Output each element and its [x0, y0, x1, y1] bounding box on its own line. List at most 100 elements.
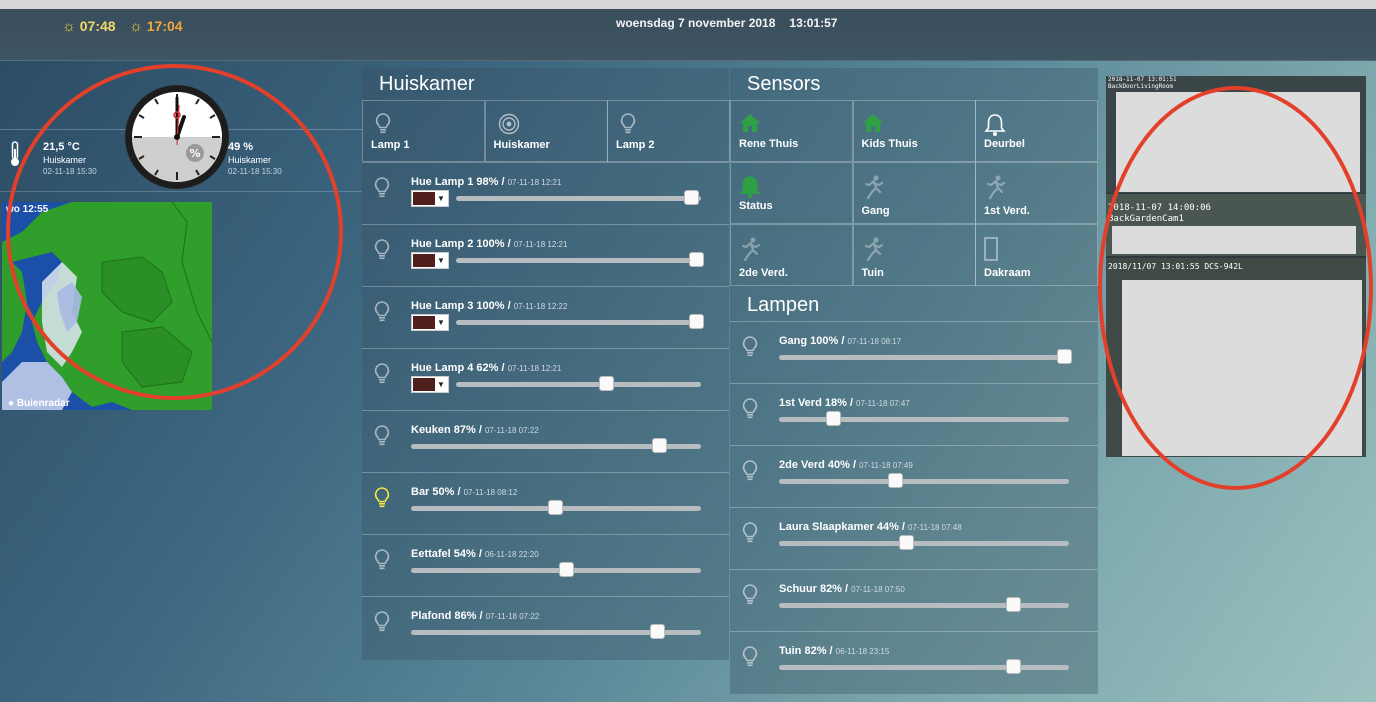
dimmer-timestamp: 07-11-18 07:49 — [859, 461, 913, 470]
dimmer-timestamp: 07-11-18 07:48 — [908, 523, 962, 532]
dimmer-row: Hue Lamp 2 100% / 07-11-18 12:21 ▼ — [362, 224, 729, 286]
dimmer-slider[interactable] — [411, 562, 701, 577]
sensor-tile[interactable]: Dakraam — [975, 224, 1098, 286]
dimmer-name: Hue Lamp 1 98% / 07-11-18 12:21 — [411, 176, 562, 188]
dimmer-slider[interactable] — [779, 473, 1069, 488]
dimmer-label: Hue Lamp 2 100% — [411, 238, 505, 250]
bulb-icon[interactable] — [374, 611, 390, 638]
slider-handle[interactable] — [899, 535, 914, 550]
slider-handle[interactable] — [826, 411, 841, 426]
dimmer-slider[interactable] — [456, 376, 701, 391]
dimmer-timestamp: 07-11-18 12:21 — [513, 240, 568, 249]
bulb-icon[interactable] — [742, 522, 758, 549]
color-picker[interactable]: ▼ — [411, 190, 449, 207]
slider-handle[interactable] — [1006, 597, 1021, 612]
dimmer-label: Hue Lamp 4 62% — [411, 362, 499, 374]
switch-tile[interactable]: Lamp 1 — [362, 100, 485, 162]
dimmer-row: 2de Verd 40% / 07-11-18 07:49 — [730, 445, 1098, 507]
sensor-label: 1st Verd. — [984, 205, 1030, 217]
bulb-icon[interactable] — [374, 177, 390, 204]
chevron-down-icon: ▼ — [437, 194, 445, 203]
bulb-icon[interactable] — [742, 460, 758, 487]
dimmer-name: Gang 100% / 07-11-18 08:17 — [779, 335, 902, 347]
bulb-icon[interactable] — [742, 336, 758, 363]
color-picker[interactable]: ▼ — [411, 252, 449, 269]
dimmer-row: Keuken 87% / 07-11-18 07:22 — [362, 410, 729, 472]
dimmer-label: Tuin 82% — [779, 645, 827, 657]
bulb-icon[interactable] — [742, 398, 758, 425]
dimmer-row: Schuur 82% / 07-11-18 07:50 — [730, 569, 1098, 631]
bulb-icon — [620, 113, 636, 140]
sensor-tile[interactable]: 1st Verd. — [975, 162, 1098, 224]
dimmer-label: Gang 100% — [779, 335, 839, 347]
dimmer-row: Bar 50% / 07-11-18 08:12 — [362, 472, 729, 534]
slider-handle[interactable] — [650, 624, 665, 639]
motion-icon — [862, 175, 884, 204]
current-time: 13:01:57 — [789, 16, 838, 30]
slider-handle[interactable] — [559, 562, 574, 577]
dimmer-slider[interactable] — [411, 624, 701, 639]
bell-icon — [739, 175, 761, 204]
color-picker[interactable]: ▼ — [411, 314, 449, 331]
dimmer-slider[interactable] — [411, 438, 701, 453]
dimmer-slider[interactable] — [456, 190, 701, 205]
dimmer-slider[interactable] — [779, 411, 1069, 426]
dimmer-slider[interactable] — [779, 535, 1069, 550]
sensor-tile[interactable]: Status — [730, 162, 853, 224]
dimmer-slider[interactable] — [456, 314, 704, 329]
slider-handle[interactable] — [684, 190, 699, 205]
dimmer-label: Plafond 86% — [411, 610, 477, 622]
bulb-icon[interactable] — [742, 584, 758, 611]
lampen-title: Lampen — [747, 294, 820, 316]
dimmer-slider[interactable] — [456, 252, 704, 267]
thermometer-icon — [11, 141, 19, 166]
bell-icon — [984, 113, 1006, 142]
switch-label: Lamp 1 — [371, 139, 410, 151]
slider-handle[interactable] — [1006, 659, 1021, 674]
dimmer-name: Plafond 86% / 07-11-18 07:22 — [411, 610, 540, 622]
slider-handle[interactable] — [888, 473, 903, 488]
sensor-tile[interactable]: 2de Verd. — [730, 224, 853, 286]
slider-handle[interactable] — [689, 252, 704, 267]
slider-handle[interactable] — [548, 500, 563, 515]
sensor-label: Deurbel — [984, 138, 1025, 150]
switch-label: Lamp 2 — [616, 139, 655, 151]
sensor-tile[interactable]: Deurbel — [975, 100, 1098, 162]
dimmer-timestamp: 07-11-18 12:21 — [507, 364, 562, 373]
dimmer-timestamp: 07-11-18 08:17 — [847, 337, 902, 346]
home-icon — [739, 113, 761, 138]
camera-1-timestamp: 2018-11-07 13:01:51 — [1108, 76, 1177, 83]
dimmer-label: Hue Lamp 3 100% — [411, 300, 505, 312]
slider-handle[interactable] — [689, 314, 704, 329]
highlight-ring-left — [6, 64, 343, 400]
slider-handle[interactable] — [1057, 349, 1072, 364]
sensor-label: 2de Verd. — [739, 267, 788, 279]
slider-handle[interactable] — [599, 376, 614, 391]
dimmer-name: Bar 50% / 07-11-18 08:12 — [411, 486, 518, 498]
bulb-on-icon[interactable] — [374, 487, 390, 514]
dimmer-slider[interactable] — [779, 659, 1069, 674]
dimmer-slider[interactable] — [779, 597, 1069, 612]
bulb-icon[interactable] — [374, 363, 390, 390]
dimmer-label: Eettafel 54% — [411, 548, 476, 560]
bulb-icon[interactable] — [374, 425, 390, 452]
dimmer-timestamp: 06-11-18 22:20 — [484, 550, 539, 559]
bulb-icon[interactable] — [374, 239, 390, 266]
bulb-icon[interactable] — [374, 549, 390, 576]
switch-tile[interactable]: Lamp 2 — [607, 100, 730, 162]
sensor-tile[interactable]: Rene Thuis — [730, 100, 853, 162]
huiskamer-panel — [362, 68, 729, 660]
sensor-tile[interactable]: Kids Thuis — [852, 100, 976, 162]
switch-tile[interactable]: Huiskamer — [484, 100, 608, 162]
slider-handle[interactable] — [652, 438, 667, 453]
dimmer-row: Hue Lamp 1 98% / 07-11-18 12:21 ▼ — [362, 162, 729, 224]
huiskamer-title: Huiskamer — [379, 73, 475, 95]
motion-icon — [862, 237, 884, 266]
dimmer-slider[interactable] — [411, 500, 701, 515]
dimmer-slider[interactable] — [779, 349, 1072, 364]
bulb-icon[interactable] — [742, 646, 758, 673]
sensor-tile[interactable]: Gang — [852, 162, 976, 224]
sensor-tile[interactable]: Tuin — [852, 224, 976, 286]
bulb-icon[interactable] — [374, 301, 390, 328]
color-picker[interactable]: ▼ — [411, 376, 449, 393]
